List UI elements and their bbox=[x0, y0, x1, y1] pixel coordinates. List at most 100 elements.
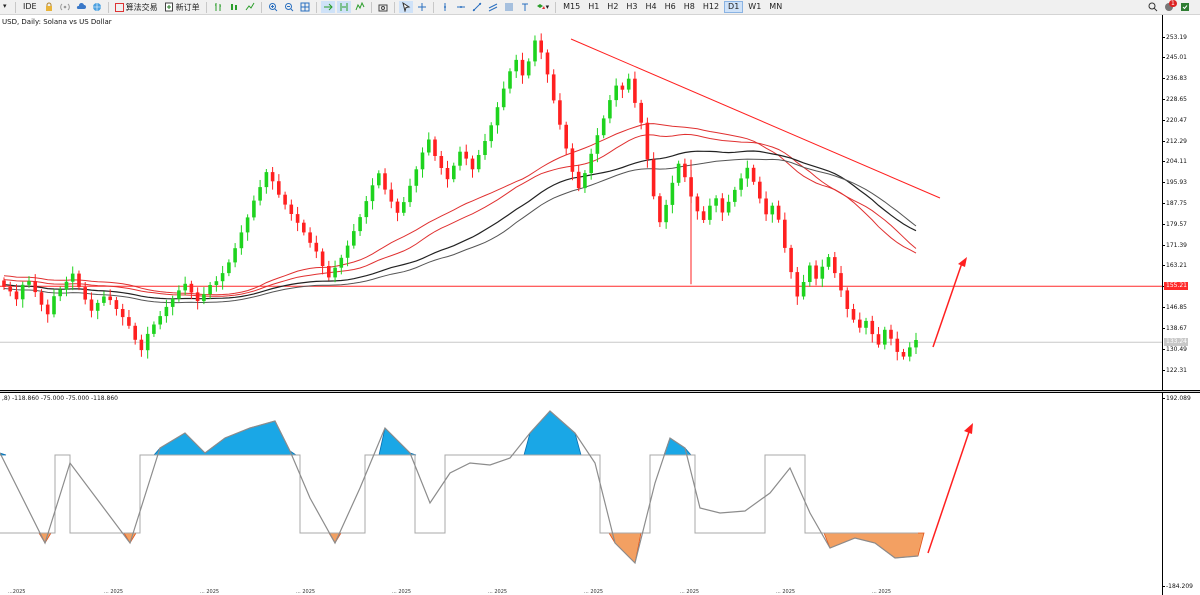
timeframe-m15[interactable]: M15 bbox=[563, 2, 581, 11]
candle-body bbox=[476, 155, 481, 170]
candle-body bbox=[558, 100, 562, 125]
zoom-in-button[interactable] bbox=[266, 1, 280, 13]
arrow-head bbox=[964, 423, 973, 434]
chart-shift-button[interactable] bbox=[336, 1, 351, 13]
vertical-line-button[interactable] bbox=[438, 1, 452, 13]
cursor-tool-button[interactable] bbox=[398, 1, 413, 13]
chevron-down-icon: ▾ bbox=[545, 3, 550, 11]
fibonacci-icon bbox=[504, 3, 513, 11]
autoscroll-button[interactable] bbox=[320, 1, 335, 13]
candle-body bbox=[708, 205, 712, 220]
toolbar: ▾ IDE 算法交易 新订单 ▾ M15 H1 H2 H3 H4 H6 H8 H… bbox=[0, 0, 1200, 15]
new-chart-dropdown[interactable]: ▾ bbox=[1, 1, 11, 13]
new-order-button[interactable]: 新订单 bbox=[162, 1, 202, 13]
candle-body bbox=[352, 231, 356, 246]
toolbar-divider bbox=[555, 1, 557, 13]
lock-button[interactable] bbox=[42, 1, 56, 13]
candle-body bbox=[770, 205, 775, 215]
candle-body bbox=[402, 202, 406, 213]
fibonacci-button[interactable] bbox=[502, 1, 516, 13]
candle-body bbox=[445, 168, 450, 180]
chart-shift-icon bbox=[340, 3, 348, 11]
candle-body bbox=[377, 173, 381, 186]
timeframe-h8[interactable]: H8 bbox=[683, 2, 695, 11]
shapes-button[interactable]: ▾ bbox=[534, 1, 552, 13]
candle-body bbox=[858, 319, 862, 328]
price-chart[interactable] bbox=[0, 15, 1162, 390]
indicators-button[interactable] bbox=[353, 1, 367, 13]
crosshair-icon bbox=[417, 3, 426, 11]
candle-body bbox=[33, 281, 37, 293]
vertical-line-icon bbox=[443, 3, 446, 11]
price-tick-label: 253.19 bbox=[1162, 33, 1187, 41]
date-tick-label: ... 2025 bbox=[584, 589, 604, 595]
price-tick-label: 146.85 bbox=[1162, 304, 1187, 312]
timeframe-h2[interactable]: H2 bbox=[607, 2, 619, 11]
trendline-button[interactable] bbox=[470, 1, 484, 13]
candle-body bbox=[795, 272, 800, 297]
bar-chart-button[interactable] bbox=[211, 1, 225, 13]
line-chart-button[interactable] bbox=[243, 1, 257, 13]
timeframe-h4[interactable]: H4 bbox=[645, 2, 657, 11]
oscillator-positive-area bbox=[523, 410, 582, 456]
timeframe-w1[interactable]: W1 bbox=[748, 2, 762, 11]
candle-body bbox=[108, 296, 112, 301]
timeframe-mn[interactable]: MN bbox=[769, 2, 783, 11]
candle-body bbox=[389, 189, 394, 202]
oscillator-chart[interactable] bbox=[0, 393, 1162, 595]
cloud-button[interactable] bbox=[74, 1, 88, 13]
candle-body bbox=[439, 156, 444, 168]
channel-button[interactable] bbox=[486, 1, 500, 13]
candle-body bbox=[370, 185, 375, 202]
algo-trading-button[interactable]: 算法交易 bbox=[113, 1, 160, 13]
search-button[interactable] bbox=[1146, 1, 1160, 13]
candle-body bbox=[358, 217, 362, 232]
candle-body bbox=[433, 139, 437, 156]
timeframe-h12[interactable]: H12 bbox=[702, 2, 720, 11]
candle-body bbox=[651, 159, 656, 197]
zoom-out-button[interactable] bbox=[282, 1, 296, 13]
oscillator-main-line bbox=[0, 410, 919, 565]
candle-body bbox=[514, 59, 518, 72]
candle-body bbox=[464, 151, 468, 159]
timeframe-h6[interactable]: H6 bbox=[664, 2, 676, 11]
toolbar-divider bbox=[15, 1, 16, 13]
ide-button[interactable]: IDE bbox=[23, 2, 37, 11]
candle-body bbox=[245, 217, 250, 233]
screenshot-button[interactable] bbox=[376, 1, 390, 13]
horizontal-line-button[interactable] bbox=[454, 1, 468, 13]
candle-body bbox=[470, 158, 475, 170]
crosshair-button[interactable] bbox=[415, 1, 429, 13]
chevron-down-icon: ▾ bbox=[3, 2, 7, 10]
candle-body bbox=[751, 167, 756, 182]
candle-body bbox=[589, 153, 593, 174]
pane-separator[interactable] bbox=[0, 390, 1200, 393]
candle-body bbox=[202, 294, 206, 302]
candle-chart-button[interactable] bbox=[227, 1, 241, 13]
candle-body bbox=[308, 232, 312, 243]
candle-body bbox=[714, 198, 718, 206]
price-tick-label: 130.49 bbox=[1162, 345, 1187, 353]
text-icon bbox=[521, 3, 528, 11]
notifications-button[interactable]: 1 bbox=[1162, 0, 1177, 13]
new-order-icon bbox=[164, 2, 173, 12]
timeframe-h3[interactable]: H3 bbox=[626, 2, 638, 11]
candle-body bbox=[95, 302, 100, 311]
globe-icon bbox=[92, 3, 101, 11]
timeframe-d1[interactable]: D1 bbox=[724, 1, 744, 13]
signal-button[interactable] bbox=[58, 1, 72, 13]
oscillator-axis[interactable]: 192.089 -184.209 bbox=[1162, 393, 1200, 595]
ma-red-line bbox=[3, 123, 917, 296]
toolbar-divider bbox=[260, 1, 262, 13]
candle-body bbox=[595, 135, 600, 154]
oscillator-signal-line bbox=[0, 454, 918, 534]
timeframe-h1[interactable]: H1 bbox=[588, 2, 600, 11]
candle-body bbox=[214, 281, 219, 285]
market-button[interactable] bbox=[90, 1, 104, 13]
price-axis[interactable]: 253.19 245.01 236.83 228.65 220.47 212.29 204.… bbox=[1162, 15, 1200, 390]
vps-icon bbox=[1181, 3, 1189, 11]
candle-body bbox=[739, 178, 743, 190]
account-status-button[interactable] bbox=[1178, 1, 1192, 13]
tile-windows-button[interactable] bbox=[298, 1, 312, 13]
text-tool-button[interactable] bbox=[518, 1, 532, 13]
